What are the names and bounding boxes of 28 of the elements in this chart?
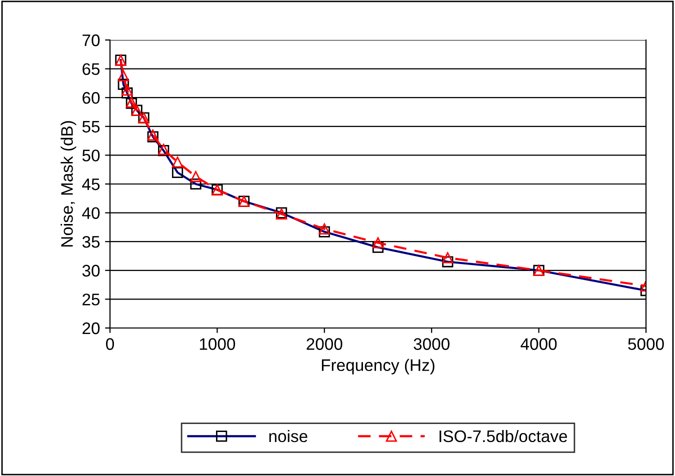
y-axis-title: Noise, Mask (dB) <box>60 121 76 247</box>
y-tick-label: 20 <box>82 322 100 334</box>
x-tick-label: 5000 <box>628 338 664 350</box>
y-tick-label: 35 <box>82 236 100 248</box>
y-tick-label: 60 <box>82 92 100 104</box>
y-tick-label: 65 <box>82 63 100 76</box>
point <box>172 156 184 168</box>
x-axis-title: Frequency (Hz) <box>322 358 434 374</box>
legend-label: ISO-7.5db/octave <box>440 430 568 442</box>
y-tick-label: 30 <box>82 264 100 277</box>
x-tick-label: 3000 <box>414 338 450 350</box>
point <box>118 70 129 82</box>
y-tick-label: 50 <box>82 150 100 162</box>
y-tick-label: 45 <box>82 178 100 190</box>
x-tick-label: 4000 <box>520 338 557 350</box>
y-tick-label: 40 <box>82 207 100 220</box>
point <box>372 237 384 248</box>
x-tick-label: 2000 <box>306 338 342 350</box>
x-tick-label: 0 <box>106 338 114 350</box>
y-tick-label: 25 <box>82 294 100 306</box>
y-tick-label: 70 <box>82 34 100 46</box>
point <box>190 170 202 182</box>
point <box>122 84 133 96</box>
y-tick-label: 55 <box>82 120 100 133</box>
x-tick-label: 1000 <box>200 338 236 350</box>
point <box>318 223 330 234</box>
point <box>442 252 454 264</box>
legend-label: noise <box>269 430 308 442</box>
